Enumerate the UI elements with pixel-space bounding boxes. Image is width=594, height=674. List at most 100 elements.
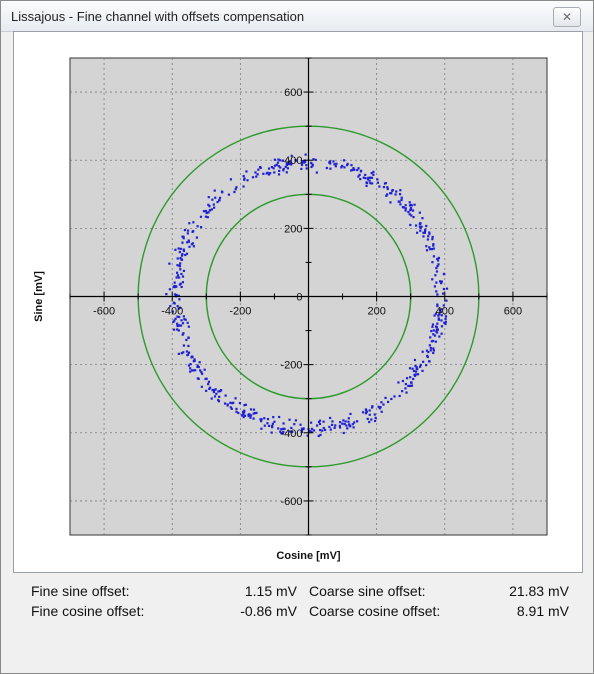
data-point	[178, 315, 181, 319]
data-point	[414, 224, 418, 227]
data-point	[342, 419, 345, 422]
data-point	[404, 209, 407, 212]
data-point	[213, 395, 217, 398]
data-point	[345, 424, 348, 427]
data-point	[330, 423, 334, 426]
data-point	[312, 158, 315, 161]
data-point	[398, 193, 402, 196]
close-button[interactable]: ✕	[553, 7, 581, 27]
data-point	[247, 413, 250, 416]
data-point	[300, 163, 304, 167]
data-point	[204, 209, 208, 213]
x-tick-label: -200	[229, 306, 251, 318]
data-point	[378, 185, 381, 188]
data-point	[421, 369, 424, 373]
data-point	[399, 203, 402, 206]
data-point	[437, 314, 440, 317]
data-point	[271, 422, 274, 425]
data-point	[288, 418, 291, 421]
data-point	[382, 185, 386, 189]
data-point	[398, 394, 401, 398]
data-point	[176, 322, 179, 325]
data-point	[217, 398, 220, 402]
data-point	[386, 193, 389, 196]
data-point	[290, 154, 293, 157]
data-point	[212, 390, 216, 394]
data-point	[187, 344, 190, 348]
data-point	[287, 163, 290, 166]
data-point	[318, 419, 322, 422]
data-point	[343, 422, 346, 426]
data-point	[444, 317, 447, 320]
data-point	[175, 271, 179, 274]
data-point	[272, 167, 275, 170]
data-point	[203, 368, 206, 371]
data-point	[432, 329, 435, 332]
data-point	[422, 235, 425, 238]
data-point	[346, 427, 349, 430]
data-point	[305, 167, 308, 170]
data-point	[347, 420, 350, 423]
data-point	[198, 361, 201, 364]
data-point	[440, 280, 443, 283]
data-point	[367, 176, 370, 179]
data-point	[302, 427, 305, 431]
data-point	[409, 207, 413, 210]
data-point	[172, 285, 175, 289]
data-point	[364, 177, 367, 180]
data-point	[182, 237, 185, 240]
data-point	[411, 367, 414, 370]
data-point	[267, 424, 271, 427]
data-point	[429, 346, 432, 350]
data-point	[371, 182, 374, 185]
data-point	[334, 424, 337, 427]
data-point	[425, 349, 429, 352]
data-point	[277, 173, 281, 176]
data-point	[415, 367, 418, 371]
y-tick-label: -200	[280, 360, 302, 372]
data-point	[435, 281, 438, 284]
data-point	[371, 405, 374, 408]
data-point	[304, 153, 307, 156]
title-bar[interactable]: Lissajous - Fine channel with offsets co…	[1, 1, 593, 32]
data-point	[358, 173, 361, 177]
data-point	[306, 434, 309, 437]
data-point	[169, 304, 172, 308]
data-point	[390, 192, 393, 195]
data-point	[190, 356, 193, 359]
data-point	[338, 424, 341, 427]
data-point	[201, 372, 204, 375]
data-point	[277, 158, 280, 161]
data-point	[293, 423, 296, 426]
data-point	[193, 358, 196, 361]
data-point	[178, 324, 181, 327]
data-point	[204, 377, 207, 381]
data-point	[419, 222, 422, 225]
data-point	[178, 298, 181, 301]
y-tick-label: 0	[296, 292, 302, 304]
data-point	[175, 293, 178, 297]
data-point	[176, 257, 179, 260]
data-point	[178, 306, 182, 309]
data-point	[329, 162, 332, 165]
data-point	[243, 414, 247, 417]
data-point	[368, 420, 371, 424]
data-point	[178, 264, 181, 267]
data-point	[436, 257, 439, 261]
data-point	[281, 432, 284, 435]
data-point	[434, 340, 437, 343]
data-point	[254, 171, 257, 174]
data-point	[276, 161, 280, 164]
data-point	[242, 174, 245, 178]
data-point	[364, 408, 367, 411]
y-tick-label: -400	[280, 428, 302, 440]
data-point	[432, 247, 435, 250]
data-point	[207, 203, 210, 206]
data-point	[232, 401, 235, 404]
data-point	[178, 250, 181, 254]
data-point	[242, 185, 245, 188]
window-title: Lissajous - Fine channel with offsets co…	[11, 9, 305, 24]
data-point	[273, 171, 276, 174]
data-point	[412, 216, 415, 219]
data-point	[356, 168, 359, 172]
